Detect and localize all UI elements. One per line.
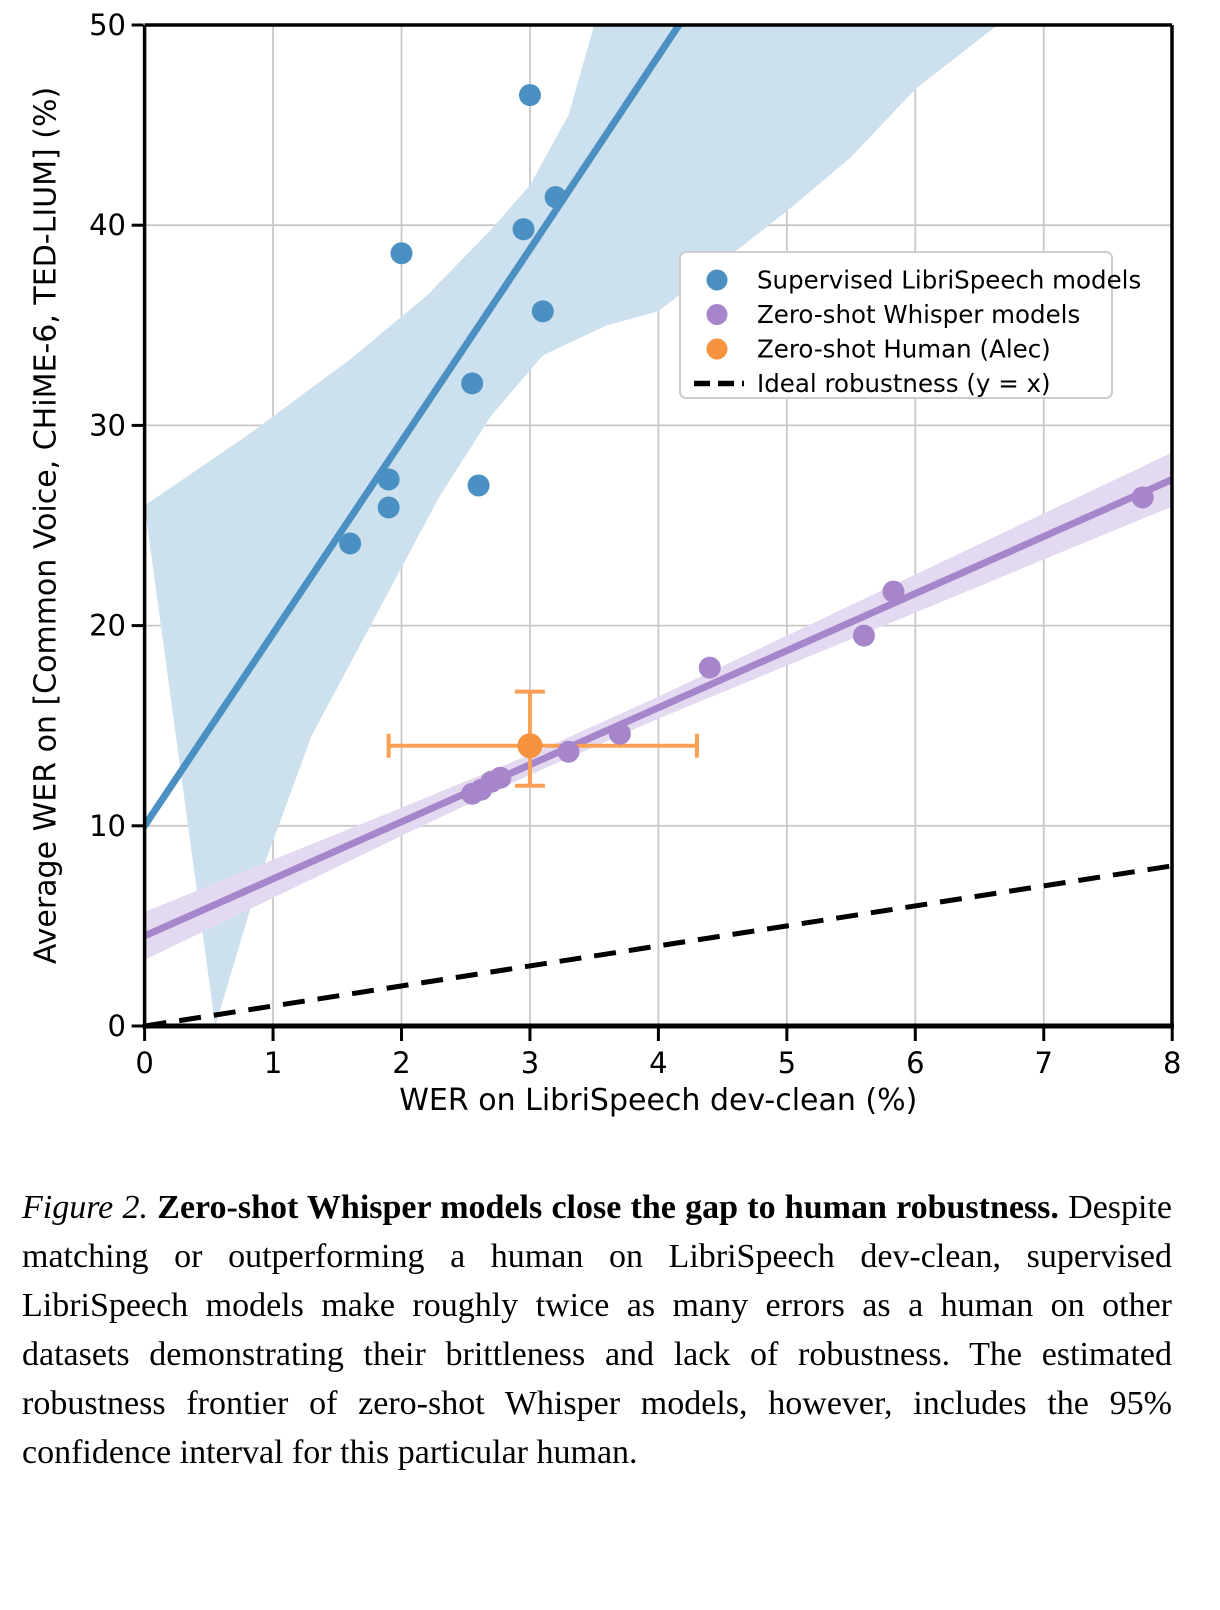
x-tick-label: 2 (392, 1046, 410, 1080)
supervised-trend-line (144, 25, 683, 830)
supervised-point (377, 496, 400, 519)
tick-labels: 0 1 2 3 4 5 6 7 8 0 10 20 30 40 50 (89, 8, 1181, 1080)
y-tick-label: 30 (89, 408, 126, 442)
legend-box (679, 251, 1113, 399)
legend-item-label: Supervised LibriSpeech models (757, 266, 1141, 295)
legend-item-label: Ideal robustness (y = x) (757, 369, 1051, 398)
caption-body-text: Despite matching or outperforming a huma… (22, 1189, 1173, 1471)
supervised-point (518, 84, 541, 107)
x-tick-label: 1 (264, 1046, 282, 1080)
x-tick-label: 0 (135, 1046, 153, 1080)
legend: Supervised LibriSpeech models Zero-shot W… (679, 251, 1141, 399)
legend-dot-marker (706, 338, 728, 360)
whisper-trend-line (144, 475, 1173, 940)
x-axis-label: WER on LibriSpeech dev-clean (%) (399, 1083, 917, 1118)
supervised-point (461, 372, 484, 395)
supervised-point (544, 186, 567, 209)
legend-dot-marker (706, 304, 728, 325)
plot-area (144, 25, 1173, 1026)
x-tick-label: 4 (649, 1046, 667, 1080)
y-axis-label: Average WER on [Common Voice, CHiME-6, T… (29, 87, 64, 964)
x-tick-label: 3 (521, 1046, 539, 1080)
whisper-point (882, 580, 905, 603)
y-tick-label: 50 (89, 8, 126, 42)
tick-marks (131, 23, 1174, 1041)
x-tick-label: 6 (906, 1046, 924, 1080)
caption-figure-label: Figure 2. (22, 1189, 149, 1226)
gridlines (144, 25, 1173, 1026)
supervised-confidence-band (144, 25, 998, 1026)
legend-item-label: Zero-shot Whisper models (757, 300, 1080, 329)
caption-bold-text: Zero-shot Whisper models close the gap t… (157, 1189, 1059, 1226)
whisper-point (557, 740, 580, 763)
plot-spines (142, 23, 1174, 1029)
robustness-scatter-chart: 0 1 2 3 4 5 6 7 8 0 10 20 30 40 50 WER on LibriSpeech d… (29, 8, 1182, 1118)
human-point (517, 733, 543, 759)
whisper-points (461, 486, 1154, 805)
whisper-point (489, 766, 512, 789)
y-tick-label: 0 (108, 1009, 126, 1043)
supervised-point (390, 242, 413, 265)
supervised-point (531, 300, 554, 323)
legend-dot-marker (706, 269, 728, 291)
whisper-point (698, 656, 721, 679)
x-tick-label: 7 (1035, 1046, 1053, 1080)
supervised-points (339, 84, 567, 555)
y-tick-label: 40 (89, 208, 126, 242)
supervised-point (467, 474, 490, 497)
y-tick-label: 20 (89, 609, 126, 643)
legend-item-label: Zero-shot Human (Alec) (757, 335, 1051, 364)
whisper-point (852, 624, 875, 647)
x-tick-label: 5 (778, 1046, 796, 1080)
whisper-point (1131, 486, 1154, 509)
supervised-point (512, 218, 535, 241)
supervised-point (339, 532, 362, 555)
figure-caption: Figure 2. Zero-shot Whisper models close… (22, 1184, 1172, 1478)
x-tick-label: 8 (1163, 1046, 1181, 1080)
supervised-point (377, 468, 400, 491)
y-tick-label: 10 (89, 809, 126, 843)
whisper-point (608, 722, 631, 745)
human-errorbar (386, 689, 699, 788)
